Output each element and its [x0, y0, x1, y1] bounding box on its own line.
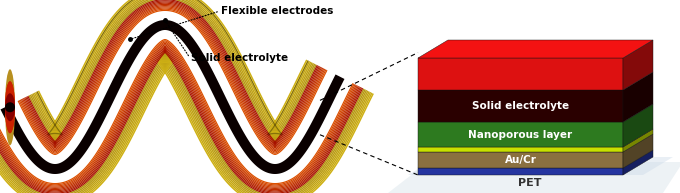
Polygon shape — [12, 16, 333, 161]
Polygon shape — [418, 168, 623, 175]
Polygon shape — [33, 0, 313, 140]
Polygon shape — [0, 47, 361, 193]
Polygon shape — [0, 49, 363, 193]
Polygon shape — [623, 72, 653, 122]
Polygon shape — [0, 58, 373, 193]
Polygon shape — [438, 159, 643, 175]
Polygon shape — [31, 0, 314, 141]
Polygon shape — [623, 40, 653, 90]
Polygon shape — [0, 48, 362, 193]
Polygon shape — [37, 0, 309, 136]
Polygon shape — [27, 0, 319, 146]
Ellipse shape — [5, 69, 15, 145]
Ellipse shape — [5, 93, 15, 121]
Polygon shape — [623, 104, 653, 147]
Polygon shape — [21, 6, 324, 151]
Polygon shape — [24, 3, 321, 148]
Polygon shape — [0, 44, 358, 189]
Polygon shape — [13, 15, 333, 160]
Polygon shape — [1, 20, 345, 174]
Text: Nanoporous layer: Nanoporous layer — [469, 130, 573, 140]
Polygon shape — [15, 13, 330, 158]
Polygon shape — [25, 1, 320, 147]
Text: Solid electrolyte: Solid electrolyte — [191, 53, 288, 63]
Polygon shape — [418, 90, 623, 122]
Polygon shape — [623, 134, 653, 168]
Polygon shape — [14, 14, 330, 159]
Polygon shape — [0, 52, 366, 193]
Polygon shape — [418, 40, 653, 58]
Polygon shape — [0, 46, 360, 191]
Polygon shape — [0, 54, 369, 193]
Polygon shape — [623, 150, 653, 175]
Text: Solid electrolyte: Solid electrolyte — [472, 101, 569, 111]
Polygon shape — [0, 40, 355, 185]
Polygon shape — [36, 0, 309, 136]
Polygon shape — [0, 53, 367, 193]
Polygon shape — [18, 9, 326, 154]
Ellipse shape — [5, 93, 15, 121]
Text: Flexible electrodes: Flexible electrodes — [221, 6, 333, 16]
Polygon shape — [0, 43, 357, 188]
Polygon shape — [38, 0, 307, 135]
Polygon shape — [22, 5, 323, 150]
Polygon shape — [18, 10, 328, 155]
Polygon shape — [388, 162, 680, 193]
Text: Au/Cr: Au/Cr — [505, 155, 537, 165]
Text: PET: PET — [517, 178, 541, 188]
Polygon shape — [418, 122, 623, 147]
Polygon shape — [0, 59, 374, 193]
Polygon shape — [0, 41, 356, 187]
Polygon shape — [37, 0, 309, 136]
Polygon shape — [14, 15, 331, 159]
Polygon shape — [37, 0, 308, 135]
Polygon shape — [23, 4, 322, 149]
Polygon shape — [0, 39, 354, 184]
Polygon shape — [37, 0, 309, 136]
Ellipse shape — [5, 102, 15, 112]
Polygon shape — [0, 45, 359, 190]
Polygon shape — [34, 0, 311, 139]
Polygon shape — [29, 0, 317, 144]
Polygon shape — [35, 0, 310, 137]
Polygon shape — [623, 129, 653, 152]
Polygon shape — [27, 0, 318, 145]
Ellipse shape — [5, 81, 15, 133]
Polygon shape — [418, 147, 623, 152]
Polygon shape — [20, 7, 325, 153]
Polygon shape — [408, 157, 673, 175]
Polygon shape — [0, 57, 371, 193]
Ellipse shape — [5, 81, 15, 133]
Polygon shape — [30, 0, 316, 142]
Polygon shape — [418, 152, 623, 168]
Polygon shape — [0, 50, 364, 193]
Polygon shape — [0, 56, 370, 193]
Ellipse shape — [5, 102, 15, 112]
Polygon shape — [418, 58, 623, 90]
